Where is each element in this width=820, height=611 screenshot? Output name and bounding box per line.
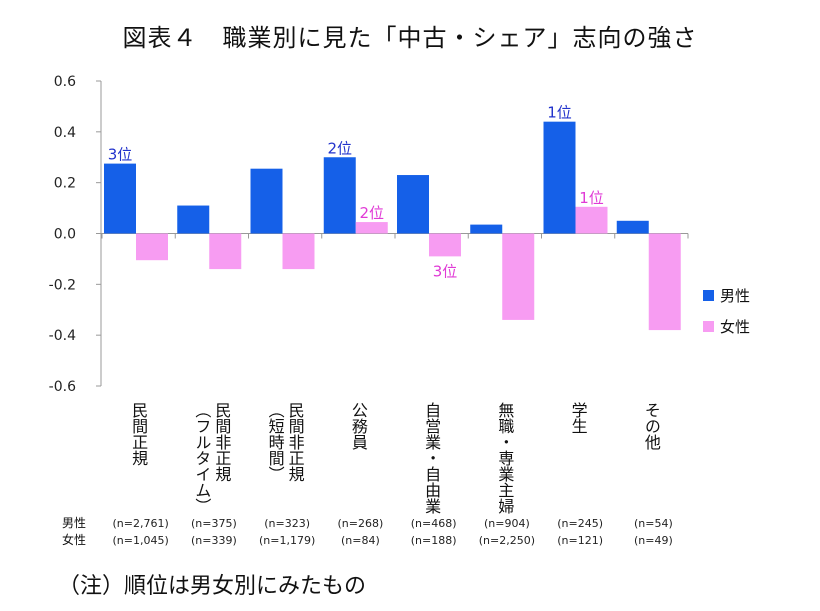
sample-row-label-male: 男性 — [62, 516, 86, 530]
sample-size-label: (n=339) — [191, 534, 237, 547]
sample-row-label-female: 女性 — [62, 532, 86, 547]
sample-size-label: (n=245) — [557, 517, 603, 530]
category-label: その他 — [642, 402, 661, 451]
bar-female — [136, 233, 168, 261]
bar-male — [104, 163, 136, 234]
bar-male — [250, 168, 283, 234]
bar-female — [282, 233, 315, 270]
y-tick-label: -0.2 — [49, 277, 76, 293]
bar-male — [397, 175, 429, 234]
category-label: 自営業・自由業 — [422, 402, 441, 514]
rank-label: 3位 — [108, 146, 133, 164]
sample-size-label: (n=1,045) — [112, 534, 168, 547]
bar-female — [575, 206, 608, 234]
bar-female — [502, 233, 535, 320]
footnote: （注）順位は男女別にみたもの — [58, 574, 367, 599]
sample-size-label: (n=468) — [411, 517, 457, 530]
bar-male — [177, 205, 210, 234]
sample-size-label: (n=49) — [634, 534, 673, 547]
sample-size-label: (n=121) — [557, 534, 603, 547]
category-label: 公務員 — [349, 402, 368, 450]
category-label: 民間正規 — [129, 402, 148, 466]
y-tick-label: 0.0 — [54, 227, 76, 243]
y-tick-label: 0.6 — [54, 74, 76, 90]
y-tick-label: -0.6 — [49, 379, 76, 395]
rank-label: 2位 — [327, 139, 352, 157]
category-label: （フルタイム） — [192, 402, 211, 514]
sample-size-label: (n=84) — [341, 534, 380, 547]
sample-size-label: (n=323) — [264, 517, 310, 530]
y-tick-label: -0.4 — [49, 328, 76, 344]
sample-size-label: (n=904) — [484, 517, 530, 530]
category-label: 学生 — [569, 402, 588, 434]
chart-title: 図表４ 職業別に見た「中古・シェア」志向の強さ — [122, 24, 698, 52]
category-label: 民間非正規 — [286, 402, 305, 482]
sample-size-label: (n=2,761) — [112, 517, 168, 530]
bar-male — [470, 224, 503, 234]
bar-female — [209, 233, 242, 270]
category-label: 無職・専業主婦 — [495, 402, 514, 514]
bar-female — [355, 222, 388, 234]
category-label: （短時間） — [266, 402, 285, 482]
bar-female — [429, 233, 461, 257]
rank-label: 1位 — [547, 104, 572, 122]
category-label: 民間非正規 — [212, 402, 231, 482]
legend-swatch-female — [703, 321, 714, 332]
legend-label-female: 女性 — [720, 318, 750, 336]
sample-size-label: (n=2,250) — [479, 534, 535, 547]
bar-male — [323, 157, 356, 234]
y-tick-label: 0.2 — [54, 176, 76, 192]
bar-male — [616, 220, 649, 234]
sample-size-label: (n=188) — [411, 534, 457, 547]
rank-label: 2位 — [359, 204, 384, 222]
legend-swatch-male — [703, 290, 714, 301]
bar-male — [543, 121, 576, 234]
legend-label-male: 男性 — [720, 287, 750, 305]
y-tick-label: 0.4 — [54, 125, 76, 141]
sample-size-label: (n=268) — [337, 517, 383, 530]
sample-size-label: (n=1,179) — [259, 534, 315, 547]
sample-size-label: (n=375) — [191, 517, 237, 530]
rank-label: 1位 — [579, 189, 604, 207]
rank-label: 3位 — [433, 262, 458, 280]
bar-female — [648, 233, 681, 331]
sample-size-label: (n=54) — [634, 517, 673, 530]
